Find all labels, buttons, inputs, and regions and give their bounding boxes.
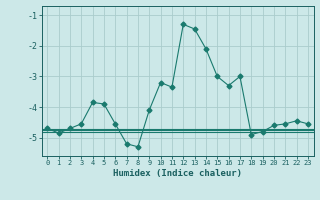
X-axis label: Humidex (Indice chaleur): Humidex (Indice chaleur) [113,169,242,178]
